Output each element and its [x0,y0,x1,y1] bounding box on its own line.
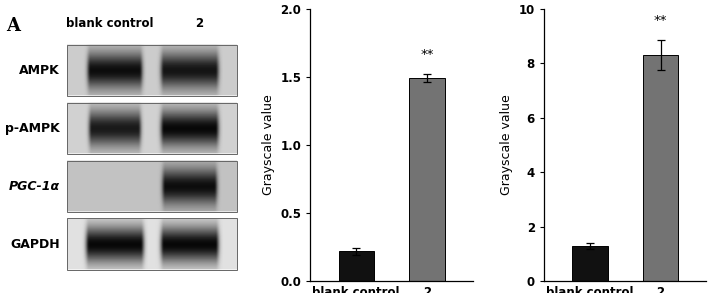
Text: p-AMPK: p-AMPK [6,122,60,135]
Bar [67,103,237,154]
Y-axis label: Grayscale value: Grayscale value [500,95,513,195]
Bar [67,161,237,212]
Y-axis label: Grayscale value: Grayscale value [262,95,275,195]
Text: blank control: blank control [66,17,153,30]
Text: AMPK: AMPK [19,64,60,77]
Bar [67,219,237,270]
Bar [409,78,444,281]
Bar [67,45,237,96]
Text: GAPDH: GAPDH [11,238,60,251]
Text: 2: 2 [195,17,203,30]
Bar [339,251,374,281]
Text: PGC-1α: PGC-1α [9,180,60,193]
Bar [572,246,608,281]
Text: A: A [6,17,20,35]
Bar [643,55,678,281]
Text: **: ** [420,47,434,61]
Text: **: ** [654,13,667,26]
